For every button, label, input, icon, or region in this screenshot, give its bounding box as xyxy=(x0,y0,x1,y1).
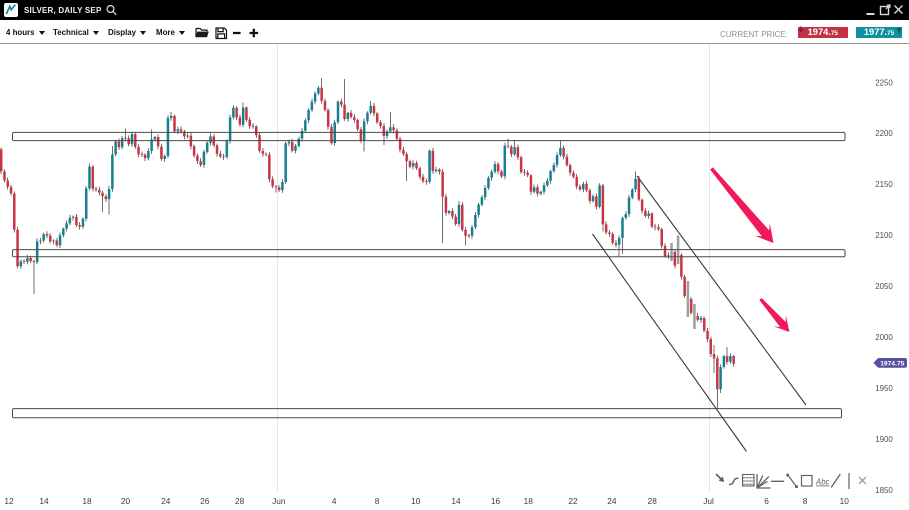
svg-text:12: 12 xyxy=(4,496,14,506)
svg-text:22: 22 xyxy=(568,496,578,506)
svg-text:Jun: Jun xyxy=(272,496,286,506)
svg-text:1900: 1900 xyxy=(875,435,893,444)
svg-text:24: 24 xyxy=(607,496,617,506)
svg-text:24: 24 xyxy=(161,496,171,506)
svg-text:8: 8 xyxy=(803,496,808,506)
svg-text:8: 8 xyxy=(375,496,380,506)
svg-text:26: 26 xyxy=(200,496,210,506)
svg-text:2050: 2050 xyxy=(875,282,893,291)
svg-text:18: 18 xyxy=(82,496,92,506)
svg-text:10: 10 xyxy=(840,496,850,506)
svg-text:2100: 2100 xyxy=(875,231,893,240)
svg-text:28: 28 xyxy=(235,496,245,506)
svg-text:14: 14 xyxy=(451,496,461,506)
svg-text:6: 6 xyxy=(764,496,769,506)
svg-text:4: 4 xyxy=(332,496,337,506)
svg-text:2200: 2200 xyxy=(875,129,893,138)
svg-text:Jul: Jul xyxy=(703,496,714,506)
svg-text:14: 14 xyxy=(39,496,49,506)
svg-text:18: 18 xyxy=(524,496,534,506)
svg-text:28: 28 xyxy=(648,496,658,506)
svg-text:10: 10 xyxy=(411,496,421,506)
svg-text:1974.75: 1974.75 xyxy=(880,360,904,367)
svg-text:1850: 1850 xyxy=(875,486,893,495)
svg-text:1950: 1950 xyxy=(875,384,893,393)
svg-text:2150: 2150 xyxy=(875,180,893,189)
svg-text:2250: 2250 xyxy=(875,79,893,88)
svg-text:Abc: Abc xyxy=(815,478,830,487)
svg-text:16: 16 xyxy=(491,496,501,506)
svg-text:2000: 2000 xyxy=(875,333,893,342)
svg-text:20: 20 xyxy=(121,496,131,506)
